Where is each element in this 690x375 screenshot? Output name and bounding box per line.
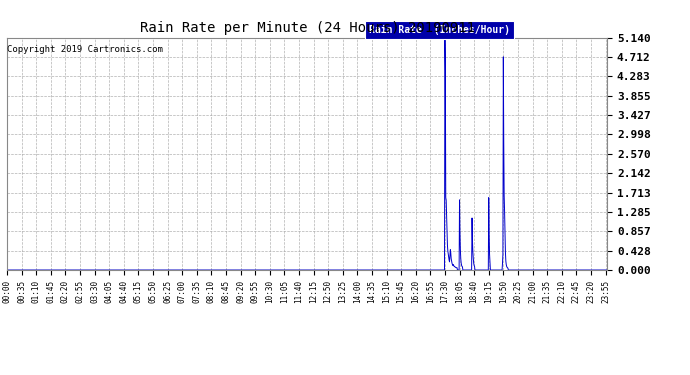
Text: Rain Rate  (Inches/Hour): Rain Rate (Inches/Hour) bbox=[368, 25, 510, 35]
Text: Copyright 2019 Cartronics.com: Copyright 2019 Cartronics.com bbox=[7, 45, 163, 54]
Title: Rain Rate per Minute (24 Hours) 20190911: Rain Rate per Minute (24 Hours) 20190911 bbox=[139, 21, 475, 35]
